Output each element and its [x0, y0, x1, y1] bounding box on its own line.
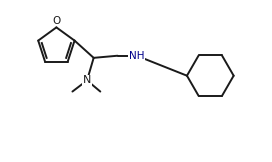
Text: N: N	[83, 75, 91, 85]
Text: NH: NH	[129, 51, 144, 61]
Text: O: O	[52, 16, 60, 26]
